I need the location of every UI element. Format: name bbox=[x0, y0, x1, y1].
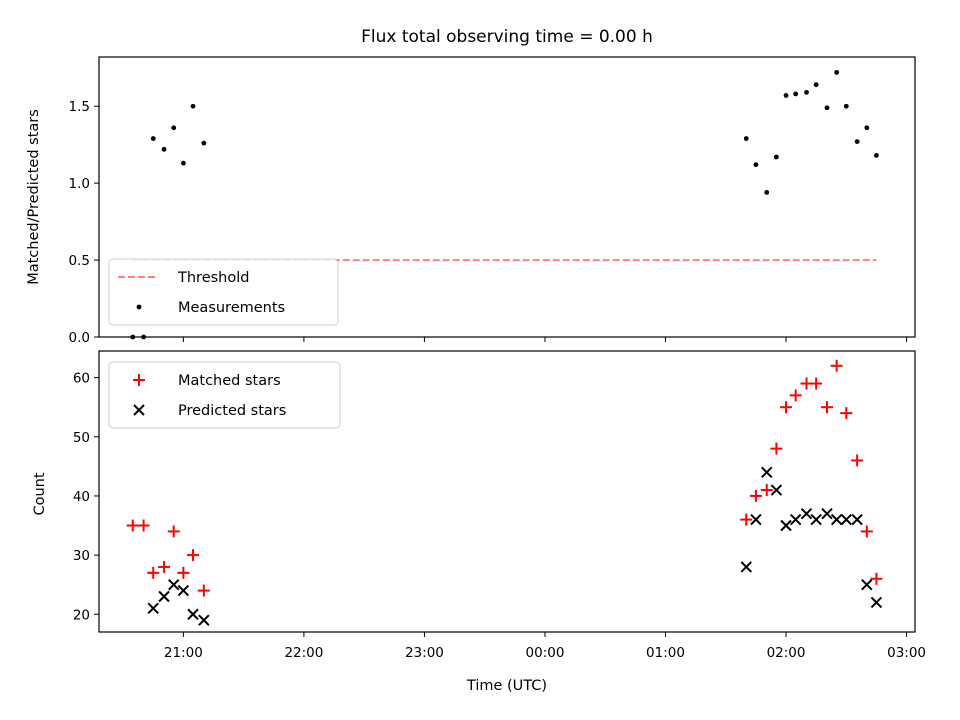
legend-predicted-swatch bbox=[133, 404, 145, 416]
bottom-legend: Matched stars Predicted stars bbox=[108, 361, 341, 429]
measurement-point bbox=[161, 146, 167, 152]
predicted-stars-point bbox=[168, 578, 180, 591]
predicted-stars-point bbox=[780, 519, 792, 532]
x-tick-label: 22:00 bbox=[284, 645, 323, 661]
bottom-plot-area: 20 30 40 50 60 21:00 22:00 23:00 00:00 01:00 02:00… bbox=[73, 359, 926, 661]
matched-stars-point bbox=[197, 584, 210, 597]
matched-stars-point bbox=[810, 377, 823, 390]
bottom-y-tick-label: 30 bbox=[73, 548, 90, 564]
predicted-stars-point bbox=[740, 561, 752, 573]
matched-stars-point bbox=[789, 389, 802, 402]
x-tick-label: 01:00 bbox=[646, 645, 685, 661]
measurement-point bbox=[171, 125, 177, 131]
matched-stars-point bbox=[830, 359, 843, 372]
matched-stars-point bbox=[821, 401, 834, 414]
bottom-y-axis-label: Count bbox=[32, 472, 48, 515]
matched-stars-point bbox=[147, 566, 160, 579]
top-y-tick-label: 0.0 bbox=[69, 330, 90, 346]
matched-stars-point bbox=[740, 513, 753, 526]
predicted-stars-point bbox=[177, 584, 190, 597]
predicted-stars-point bbox=[761, 466, 773, 478]
x-tick-label: 21:00 bbox=[164, 645, 203, 661]
legend-matched-swatch bbox=[133, 374, 145, 386]
measurement-point bbox=[854, 139, 860, 145]
top-legend: Threshold Measurements bbox=[108, 258, 339, 326]
chart-title: Flux total observing time = 0.00 h bbox=[361, 27, 653, 47]
top-y-axis-label: Matched/Predicted stars bbox=[26, 109, 42, 285]
x-axis-label: Time (UTC) bbox=[466, 678, 547, 694]
measurement-point bbox=[793, 91, 799, 97]
predicted-stars-point bbox=[800, 507, 813, 520]
predicted-stars-point bbox=[198, 614, 210, 626]
matched-stars-point bbox=[860, 525, 873, 538]
x-tick-label: 03:00 bbox=[887, 645, 926, 661]
matched-stars-point bbox=[840, 407, 853, 420]
measurement-point bbox=[783, 93, 789, 98]
measurement-point bbox=[764, 189, 770, 195]
matched-stars-point bbox=[749, 489, 762, 502]
matched-stars-point bbox=[137, 519, 150, 532]
measurement-point bbox=[874, 153, 879, 158]
measurement-point bbox=[743, 136, 749, 141]
predicted-stars-point bbox=[830, 513, 843, 526]
x-tick-label: 00:00 bbox=[526, 645, 565, 661]
measurement-point bbox=[150, 136, 156, 141]
measurement-point bbox=[804, 89, 809, 95]
measurement-point bbox=[824, 105, 830, 111]
matched-stars-point bbox=[870, 572, 883, 585]
predicted-stars-point bbox=[789, 513, 802, 526]
bottom-y-tick-label: 50 bbox=[73, 430, 90, 446]
measurement-point bbox=[864, 125, 870, 131]
matched-stars-point bbox=[851, 454, 864, 467]
measurement-point bbox=[773, 154, 779, 160]
bottom-panel: 20 30 40 50 60 21:00 22:00 23:00 00:00 01:00 02:00… bbox=[32, 350, 926, 694]
top-panel: 0.0 0.5 1.0 1.5 Matched/Predicted stars Thr… bbox=[26, 56, 916, 346]
measurement-point bbox=[201, 140, 207, 146]
top-y-tick-label: 1.5 bbox=[69, 99, 90, 115]
measurement-point bbox=[834, 69, 840, 75]
legend-matched-label: Matched stars bbox=[178, 373, 281, 389]
predicted-stars-point bbox=[861, 578, 873, 591]
predicted-stars-point bbox=[840, 513, 853, 526]
bottom-y-tick-label: 20 bbox=[73, 607, 90, 623]
top-y-tick-label: 1.0 bbox=[69, 176, 90, 192]
matched-stars-point bbox=[126, 519, 139, 532]
top-y-tick-label: 0.5 bbox=[69, 253, 90, 269]
measurement-point bbox=[813, 82, 819, 88]
top-legend-box bbox=[108, 258, 339, 326]
matched-stars-point bbox=[780, 401, 793, 414]
predicted-stars-point bbox=[750, 513, 762, 526]
predicted-stars-point bbox=[870, 596, 883, 609]
predicted-stars-point bbox=[147, 602, 159, 615]
x-tick-label: 23:00 bbox=[405, 645, 444, 661]
bottom-y-tick-label: 40 bbox=[73, 489, 90, 505]
bottom-axes-frame bbox=[98, 350, 916, 633]
measurement-point bbox=[190, 103, 196, 109]
predicted-stars-point bbox=[851, 513, 863, 526]
legend-predicted-label: Predicted stars bbox=[178, 403, 286, 419]
measurement-point bbox=[843, 103, 849, 109]
legend-measurements-label: Measurements bbox=[178, 300, 285, 316]
matched-stars-point bbox=[760, 484, 773, 497]
matched-stars-point bbox=[770, 442, 783, 455]
legend-threshold-label: Threshold bbox=[177, 270, 249, 286]
legend-measurements-swatch bbox=[136, 304, 142, 310]
predicted-stars-point bbox=[770, 484, 783, 496]
predicted-stars-point bbox=[810, 513, 822, 526]
x-tick-label: 02:00 bbox=[767, 645, 806, 661]
bottom-y-tick-label: 60 bbox=[73, 371, 90, 387]
predicted-stars-point bbox=[158, 590, 170, 603]
measurement-point bbox=[753, 162, 759, 168]
matched-stars-point bbox=[167, 525, 180, 538]
bottom-legend-box bbox=[108, 361, 341, 429]
top-axes-frame bbox=[98, 56, 916, 338]
matched-stars-point bbox=[177, 566, 190, 579]
matched-stars-point bbox=[158, 560, 171, 573]
measurement-point bbox=[180, 160, 186, 166]
predicted-stars-point bbox=[187, 608, 199, 620]
matched-stars-point bbox=[187, 549, 200, 562]
predicted-stars-point bbox=[821, 507, 833, 520]
